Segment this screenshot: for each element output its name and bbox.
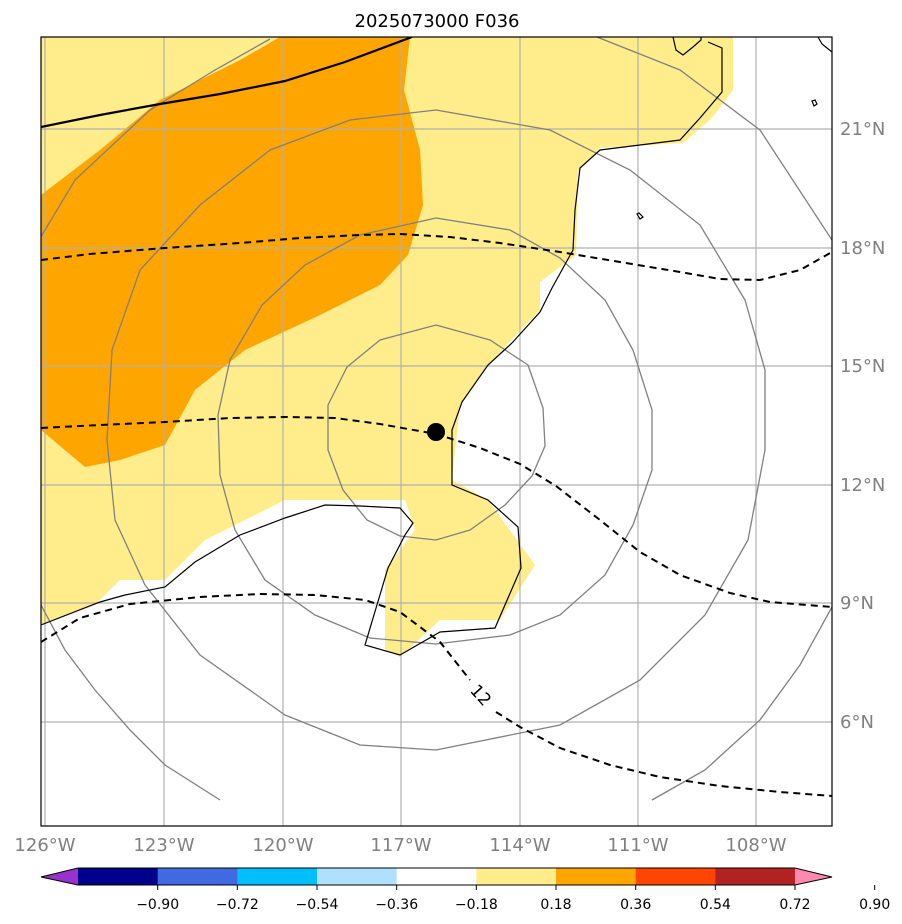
lat-label-21n: 21°N [840,119,885,140]
colorbar-tick-label: 0.36 [620,897,651,913]
colorbar: −0.90 −0.72 −0.54 −0.36 −0.18 0.18 0.36 0.54 0.7… [40,867,890,913]
dashed-contour-12 [41,592,471,681]
map-area: 12 [41,37,832,826]
solid-contour [41,37,413,129]
contour-label-bg [466,682,496,708]
latitude-labels: 21°N 18°N 15°N 12°N 9°N 6°N [840,119,885,733]
lon-label-120w: 120°W [252,835,313,856]
lon-label-114w: 114°W [489,835,550,856]
colorbar-tick-label: 0.90 [859,897,890,913]
colorbar-segment [317,868,398,885]
distance-rings [41,37,832,801]
dashed-contour-12-tail [495,711,832,797]
colorbar-tick-label: −0.18 [455,897,498,913]
colorbar-segment [396,868,477,885]
colorbar-tick-label: 0.54 [700,897,731,913]
coastline-main [41,41,723,656]
colorbar-ticks: −0.90 −0.72 −0.54 −0.36 −0.18 0.18 0.36 0.54 0.7… [136,885,890,913]
colorbar-tick-label: −0.54 [296,897,339,913]
lat-label-15n: 15°N [840,356,885,377]
colorbar-tick-label: 0.72 [779,897,810,913]
colorbar-tick-label: −0.36 [375,897,418,913]
lat-label-12n: 12°N [840,475,885,496]
coast-islet-4 [636,212,644,220]
range-ring-4b [596,37,832,241]
colorbar-tick-label: −0.72 [216,897,259,913]
colorbar-extend-low [41,868,78,885]
lat-label-6n: 6°N [840,712,874,733]
map-title: 2025073000 F036 [355,11,520,32]
range-ring-4d [651,606,832,801]
range-ring-4c [41,604,221,801]
colorbar-segments [41,868,832,885]
orange-field [41,37,423,467]
coast-islet-2 [817,37,832,53]
range-ring-2 [217,217,653,645]
lat-label-18n: 18°N [840,238,885,259]
lat-label-9n: 9°N [840,593,874,614]
colorbar-segment [635,868,716,885]
colorbar-segment [78,868,159,885]
dashed-contour-18n [41,232,832,282]
lon-label-117w: 117°W [370,835,431,856]
range-ring-4 [41,38,271,238]
colorbar-outline [40,867,833,886]
lon-label-111w: 111°W [607,835,668,856]
lon-label-126w: 126°W [14,835,75,856]
colorbar-segment [237,868,318,885]
colorbar-segment [157,868,238,885]
coastline [41,37,832,656]
colorbar-extend-high [795,868,832,885]
colorbar-segment [715,868,796,885]
range-ring-3 [106,109,766,751]
colorbar-segment [476,868,557,885]
longitude-labels: 126°W 123°W 120°W 117°W 114°W 111°W 108°… [14,835,786,856]
coast-islet-3 [811,99,818,107]
range-ring-1 [327,324,546,541]
storm-center-marker [427,423,445,441]
colorbar-segment [556,868,637,885]
lon-label-123w: 123°W [133,835,194,856]
colorbar-tick-label: 0.18 [540,897,571,913]
dashed-contour-13n [41,415,832,608]
colorbar-tick-label: −0.90 [136,897,179,913]
coast-islet-1 [672,37,702,56]
map-frame [40,36,833,827]
lon-label-108w: 108°W [725,835,786,856]
dashed-contours [41,232,832,797]
